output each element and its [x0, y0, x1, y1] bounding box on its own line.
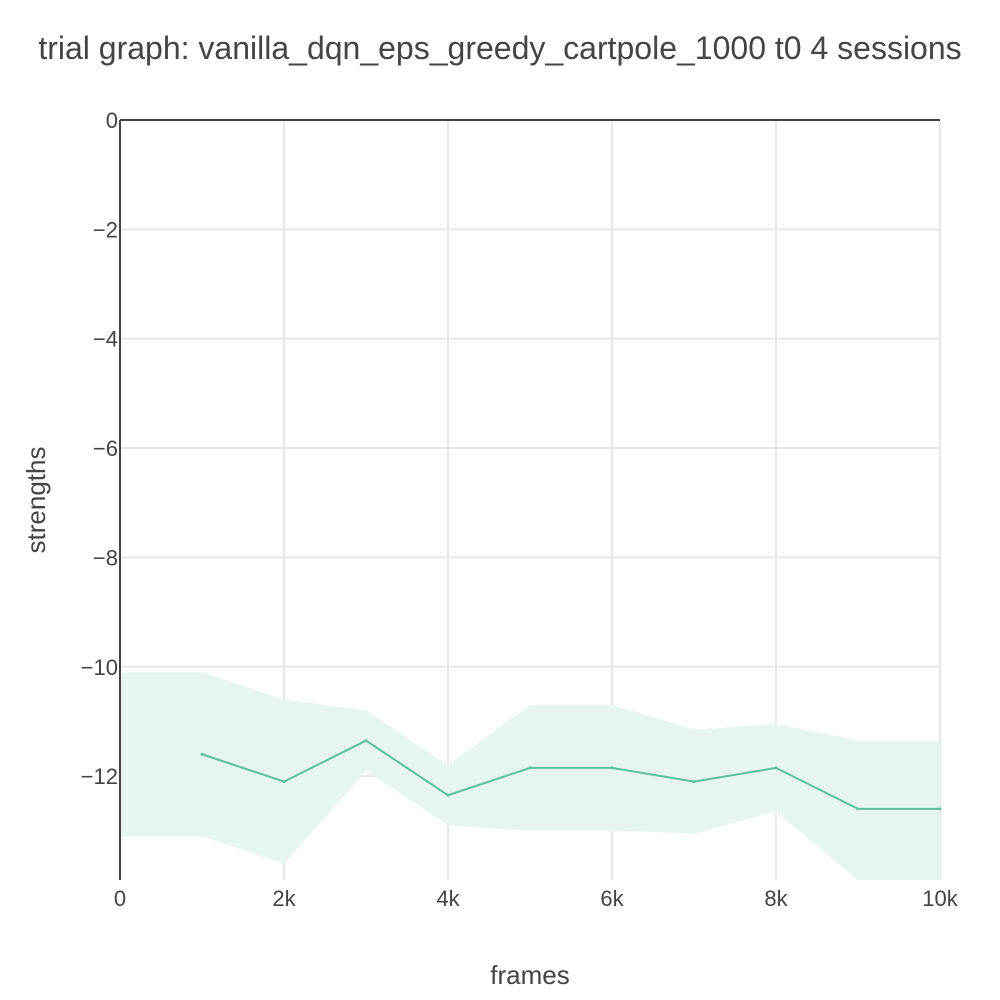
y-tick-label: −4	[93, 327, 118, 352]
data-point	[282, 780, 286, 784]
confidence-band	[120, 672, 940, 880]
data-point	[446, 793, 450, 797]
series-layer	[200, 739, 942, 811]
data-point	[200, 752, 204, 756]
chart-title: trial graph: vanilla_dqn_eps_greedy_cart…	[38, 30, 962, 66]
data-point	[774, 766, 778, 770]
x-tick-label: 10k	[922, 886, 958, 911]
data-point	[610, 766, 614, 770]
y-axis-title: strengths	[21, 447, 51, 554]
x-tick-label: 0	[114, 886, 126, 911]
axes	[119, 119, 940, 880]
confidence-band-layer	[120, 672, 940, 880]
x-axis-title: frames	[490, 960, 569, 990]
y-tick-label: −2	[93, 217, 118, 242]
series-line	[201, 739, 940, 810]
data-point	[856, 807, 860, 811]
y-tick-label: −6	[93, 436, 118, 461]
x-tick-label: 2k	[272, 886, 296, 911]
data-point	[938, 807, 942, 811]
tick-labels: 0 2k 4k 6k 8k 10k 0 −2 −4 −6 −8 −10 −12	[81, 108, 959, 911]
x-tick-label: 6k	[600, 886, 624, 911]
y-tick-label: −12	[81, 764, 118, 789]
x-tick-label: 8k	[764, 886, 788, 911]
data-point	[692, 780, 696, 784]
y-tick-label: 0	[106, 108, 118, 133]
y-tick-label: −8	[93, 545, 118, 570]
data-point	[364, 739, 368, 743]
x-tick-label: 4k	[436, 886, 460, 911]
data-point	[528, 766, 532, 770]
y-tick-label: −10	[81, 655, 118, 680]
